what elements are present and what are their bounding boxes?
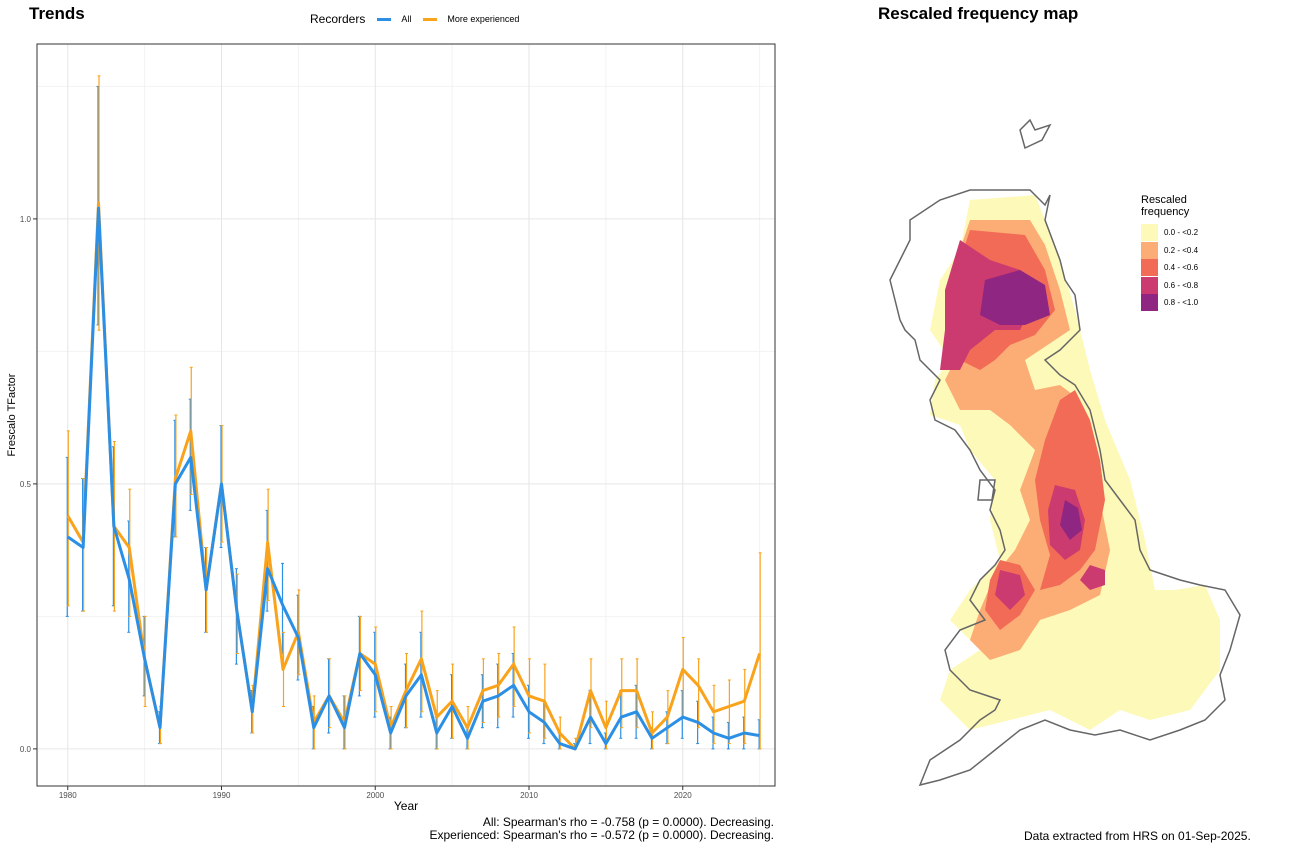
data-credit: Data extracted from HRS on 01-Sep-2025. xyxy=(1024,829,1251,843)
legend-title: Recorders xyxy=(310,12,366,26)
stats-experienced: Experienced: Spearman's rho = -0.572 (p … xyxy=(429,828,775,842)
recorders-legend: Recorders All More experienced xyxy=(310,12,519,26)
map-title: Rescaled frequency map xyxy=(878,4,1079,23)
map-legend-item: 0.2 - <0.4 xyxy=(1141,241,1199,260)
legend-item-label: 0.0 - <0.2 xyxy=(1164,228,1199,238)
series-line-experienced xyxy=(66,201,762,751)
y-tick-label: 1.0 xyxy=(20,215,32,224)
legend-key-all xyxy=(377,17,392,21)
map-legend-item: 0.6 - <0.8 xyxy=(1141,276,1199,295)
legend-swatch xyxy=(1141,276,1158,294)
map-legend-item: 0.8 - <1.0 xyxy=(1141,294,1198,312)
x-tick-label: 1980 xyxy=(59,791,77,800)
map-legend-item: 0.4 - <0.6 xyxy=(1141,259,1198,277)
y-axis-title: Frescalo TFactor xyxy=(6,373,18,456)
trend-statistics: All: Spearman's rho = -0.758 (p = 0.0000… xyxy=(430,816,775,842)
trends-chart: 1980 1990 2000 2010 2020 0.0 0.5 1.0 Year Frescal… xyxy=(6,43,776,813)
legend-label-all: All xyxy=(401,14,412,24)
legend-swatch xyxy=(1141,259,1158,277)
map-legend-title-2: frequency xyxy=(1141,206,1190,218)
x-tick-label: 2020 xyxy=(674,791,692,800)
map-fill-top xyxy=(980,270,1082,540)
legend-item-label: 0.4 - <0.6 xyxy=(1164,263,1199,273)
legend-swatch xyxy=(1141,241,1158,259)
legend-item-label: 0.8 - <1.0 xyxy=(1164,298,1199,308)
map-legend: Rescaled frequency 0.0 - <0.2 0.2 - <0.4… xyxy=(1141,194,1198,312)
frequency-map xyxy=(889,118,1241,787)
legend-key-experienced xyxy=(423,17,438,21)
x-tick-label: 1990 xyxy=(213,791,231,800)
x-tick-label: 2010 xyxy=(520,791,538,800)
map-legend-title-1: Rescaled xyxy=(1141,194,1187,206)
stats-all: All: Spearman's rho = -0.758 (p = 0.0000… xyxy=(482,815,774,829)
trends-title: Trends xyxy=(29,4,85,23)
plot-border xyxy=(36,43,776,787)
map-legend-item: 0.0 - <0.2 xyxy=(1141,224,1198,242)
series-line-all xyxy=(66,206,760,751)
legend-label-experienced: More experienced xyxy=(447,14,520,24)
map-shading xyxy=(930,195,1220,730)
legend-item-label: 0.6 - <0.8 xyxy=(1164,280,1199,290)
map-legend-title: Rescaled frequency xyxy=(1141,194,1198,218)
legend-item-label: 0.2 - <0.4 xyxy=(1164,245,1199,255)
x-tick-label: 2000 xyxy=(366,791,384,800)
y-tick-label: 0.0 xyxy=(20,745,32,754)
legend-swatch xyxy=(1141,294,1158,312)
x-axis-title: Year xyxy=(394,799,418,813)
britain-outline xyxy=(889,118,1241,787)
y-tick-label: 0.5 xyxy=(20,480,32,489)
legend-swatch xyxy=(1141,224,1158,242)
